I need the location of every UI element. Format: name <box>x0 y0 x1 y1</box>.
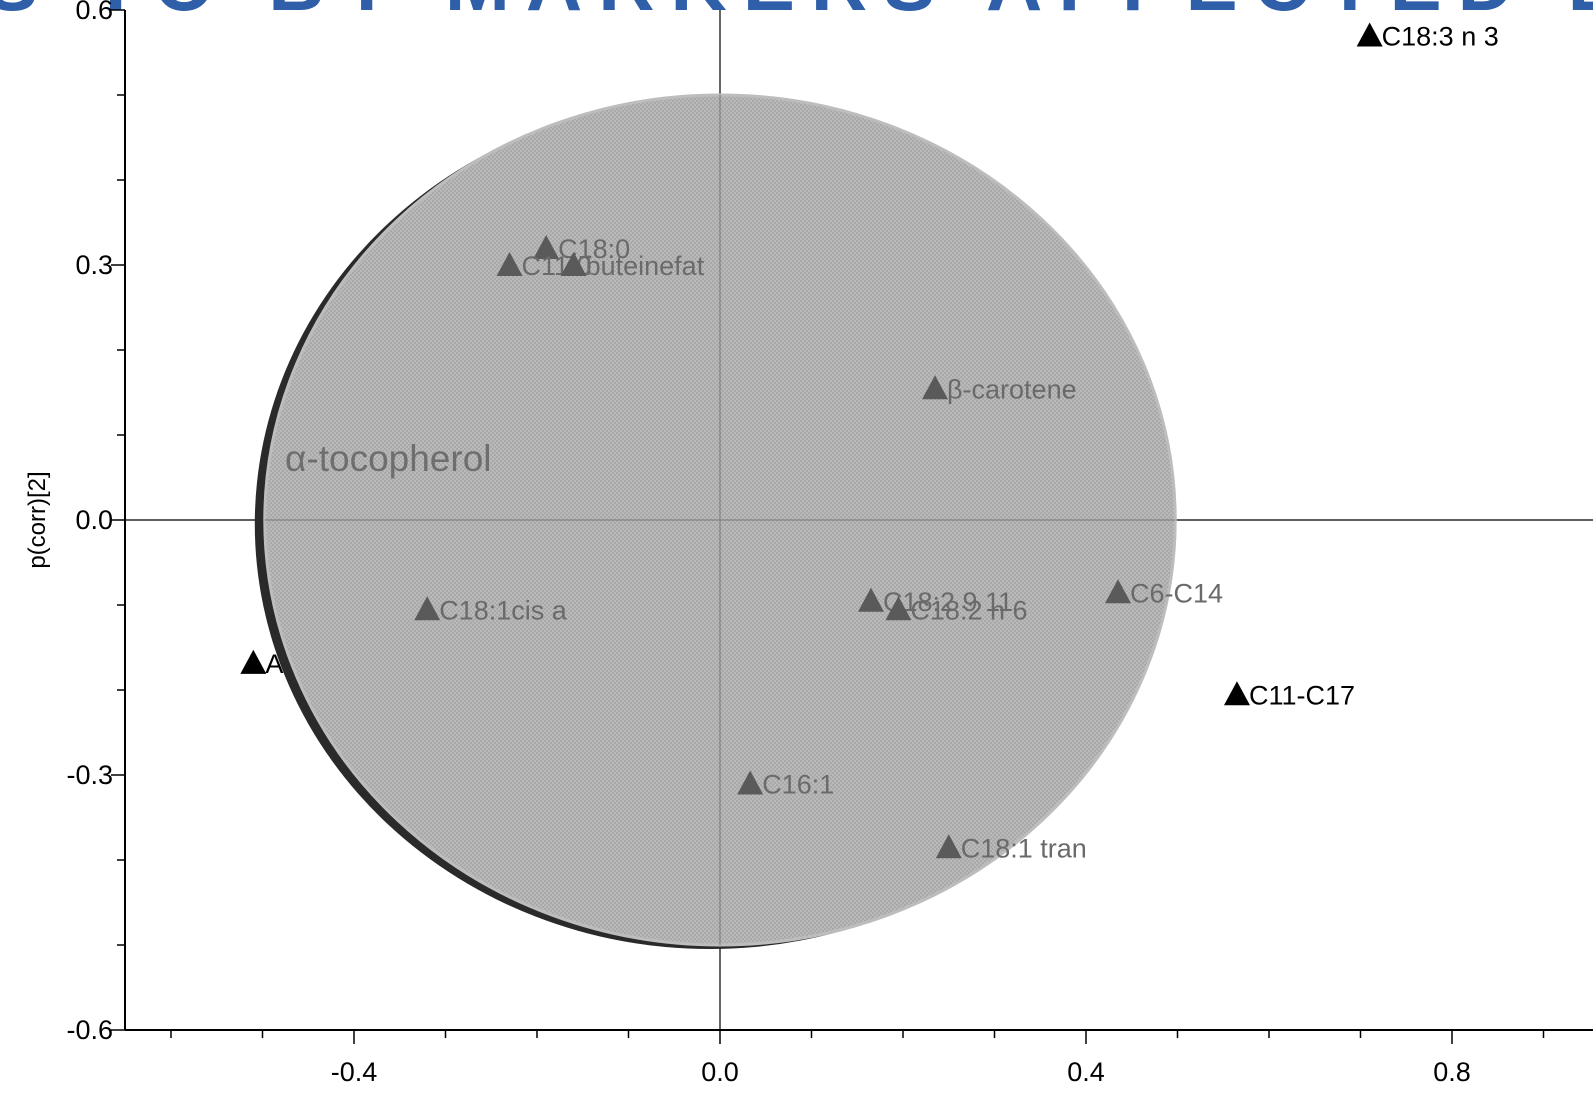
point-marker <box>1105 579 1132 604</box>
data-point-3: buteinefat <box>560 251 705 281</box>
point-label: C16:1 <box>762 770 834 800</box>
circle-annotation: α-tocopherol <box>285 438 492 479</box>
x-tick-label: 0.0 <box>701 1057 739 1087</box>
point-label: C18:2 n 6 <box>910 595 1027 625</box>
y-axis-label: p(corr)[2] <box>24 471 51 568</box>
data-point-11: C16:1 <box>737 770 834 800</box>
point-marker <box>857 587 884 612</box>
point-marker <box>240 649 267 674</box>
point-marker <box>922 375 949 400</box>
x-tick-label: -0.4 <box>331 1057 378 1087</box>
point-label: C11-C17 <box>1249 680 1355 710</box>
y-tick-label: 0.0 <box>75 505 113 535</box>
point-label: C18:3 n 3 <box>1382 22 1499 52</box>
point-label: C6-C14 <box>1130 578 1223 608</box>
point-label: β-carotene <box>947 374 1077 404</box>
data-point-0: C18:3 n 3 <box>1356 22 1499 52</box>
data-point-5: C18:1cis a <box>414 595 568 625</box>
x-tick-label: 0.8 <box>1433 1057 1471 1087</box>
y-tick-label: -0.6 <box>66 1015 113 1045</box>
y-tick-label: 0.3 <box>75 250 113 280</box>
data-point-4: β-carotene <box>922 374 1077 404</box>
slide-banner: S TO BY MARKERS AFFECTED BY FEM <box>0 0 1593 27</box>
point-marker <box>1223 681 1250 706</box>
data-point-12: C18:1 tran <box>935 833 1087 863</box>
y-tick-label: 0.6 <box>75 0 113 25</box>
point-marker <box>935 834 962 859</box>
point-marker <box>1356 22 1383 47</box>
point-label: C18:1cis a <box>439 595 568 625</box>
data-point-1: C18:0 <box>533 234 630 264</box>
point-marker <box>737 770 764 795</box>
point-marker <box>533 235 560 260</box>
point-label: buteinefat <box>586 251 705 281</box>
data-point-8: C6-C14 <box>1105 578 1223 608</box>
data-point-10: C11-C17 <box>1223 680 1355 710</box>
x-tick-label: 0.4 <box>1067 1057 1105 1087</box>
point-label: C18:1 tran <box>961 833 1087 863</box>
point-marker <box>496 252 523 277</box>
y-tick-label: -0.3 <box>66 760 113 790</box>
point-marker <box>885 596 912 621</box>
point-marker <box>414 596 441 621</box>
data-point-7: C18:2 n 6 <box>885 595 1028 625</box>
point-marker <box>560 252 587 277</box>
